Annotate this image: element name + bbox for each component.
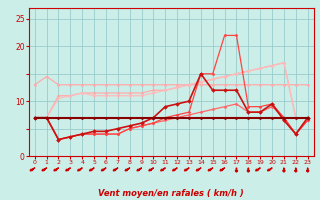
Text: Vent moyen/en rafales ( km/h ): Vent moyen/en rafales ( km/h ) xyxy=(98,189,244,198)
